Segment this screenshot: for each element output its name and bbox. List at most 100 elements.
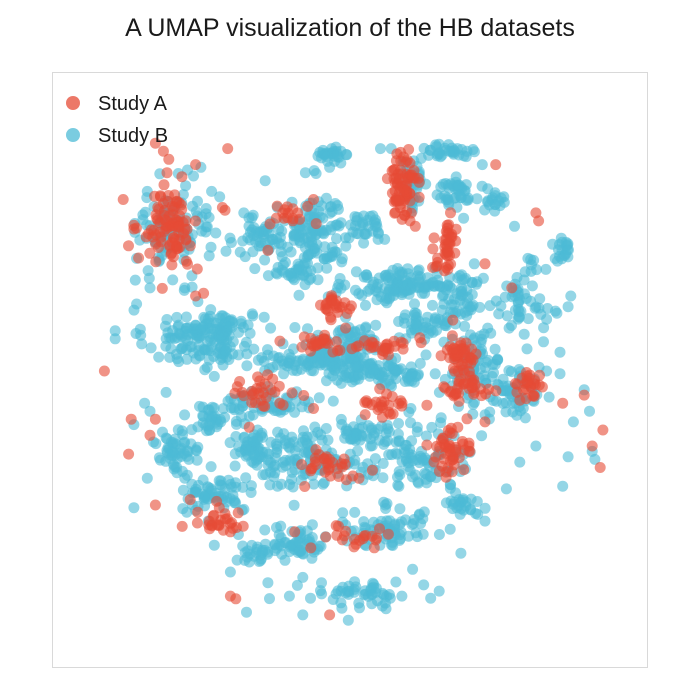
data-point-study-a (339, 297, 351, 309)
data-point-study-b (259, 254, 271, 266)
data-point-study-b (258, 311, 270, 323)
data-point-study-b (214, 312, 226, 324)
data-point-study-a (161, 167, 173, 179)
data-point-study-a (123, 240, 134, 252)
data-point-study-b (426, 277, 438, 289)
data-point-study-b (204, 418, 216, 430)
data-point-study-b (368, 578, 380, 590)
data-point-study-b (450, 171, 462, 183)
data-point-study-b (554, 368, 566, 380)
data-point-study-b (295, 363, 307, 375)
data-point-study-a (180, 255, 192, 267)
data-point-study-b (109, 333, 121, 345)
data-point-study-b (319, 241, 331, 253)
data-point-study-a (362, 339, 374, 351)
data-point-study-b (276, 251, 288, 263)
data-point-study-a (174, 210, 185, 222)
data-point-study-b (316, 577, 327, 589)
data-point-study-a (330, 520, 342, 532)
data-point-study-b (205, 322, 216, 334)
data-point-study-b (400, 439, 412, 451)
data-point-study-b (565, 290, 577, 302)
data-point-study-b (554, 346, 566, 358)
data-point-study-b (229, 460, 241, 472)
data-point-study-b (562, 451, 574, 463)
data-point-study-a (458, 464, 470, 476)
data-point-study-b (208, 370, 220, 382)
data-point-study-b (176, 343, 188, 355)
data-point-study-a (176, 520, 188, 532)
data-point-study-b (562, 301, 574, 313)
data-point-study-a (247, 387, 259, 399)
data-point-study-b (205, 241, 217, 253)
plot-panel: Study A Study B (52, 72, 648, 668)
data-point-study-a (191, 517, 203, 529)
data-point-study-b (361, 228, 372, 240)
data-point-study-a (298, 390, 310, 401)
data-point-study-b (264, 593, 275, 605)
data-point-study-b (500, 483, 512, 495)
data-point-study-b (294, 545, 306, 556)
data-point-study-a (166, 259, 178, 271)
data-point-study-b (200, 203, 212, 214)
data-point-study-b (359, 521, 371, 533)
data-point-study-a (222, 143, 234, 155)
data-point-study-b (351, 215, 363, 227)
data-point-study-b (284, 479, 295, 490)
data-point-study-b (380, 603, 392, 615)
data-point-study-b (410, 371, 422, 383)
data-point-study-a (354, 534, 366, 546)
data-point-study-a (366, 464, 378, 476)
data-point-study-b (456, 274, 468, 286)
data-point-study-a (376, 345, 388, 357)
data-point-study-b (324, 207, 336, 219)
data-point-study-b (196, 322, 208, 334)
data-point-study-b (439, 190, 451, 202)
legend: Study A Study B (66, 93, 168, 147)
data-point-study-b (177, 484, 189, 496)
data-point-study-b (369, 220, 381, 232)
data-point-study-b (231, 418, 242, 430)
data-point-study-b (197, 410, 209, 422)
data-point-study-b (312, 274, 324, 286)
data-point-study-b (490, 295, 502, 307)
data-point-study-a (479, 416, 491, 428)
data-point-study-b (334, 273, 346, 284)
data-point-study-a (374, 383, 386, 395)
data-point-study-b (478, 370, 490, 382)
data-point-study-b (305, 592, 316, 604)
data-point-study-b (360, 299, 371, 311)
data-point-study-b (513, 311, 525, 323)
data-point-study-b (340, 240, 352, 252)
data-point-study-a (98, 365, 110, 377)
data-point-study-b (162, 327, 174, 339)
data-point-study-a (296, 341, 308, 353)
data-point-study-b (247, 310, 259, 322)
data-point-study-b (136, 338, 148, 350)
data-point-study-b (541, 313, 553, 325)
data-point-study-b (567, 416, 579, 428)
data-point-study-b (179, 472, 191, 484)
data-point-study-b (435, 181, 447, 193)
data-point-study-a (413, 191, 425, 203)
data-point-study-b (331, 233, 342, 245)
data-point-study-b (239, 251, 251, 263)
data-point-study-b (396, 516, 407, 528)
data-point-study-b (169, 433, 181, 445)
data-point-study-b (180, 180, 192, 192)
data-point-study-b (262, 270, 274, 282)
data-point-study-b (414, 457, 425, 469)
data-point-study-b (482, 183, 494, 195)
data-point-study-b (538, 336, 549, 348)
data-point-study-a (377, 402, 388, 414)
data-point-study-a (428, 232, 440, 244)
data-point-study-a (133, 252, 145, 264)
data-point-study-b (229, 448, 241, 460)
data-point-study-a (530, 207, 542, 219)
data-point-study-b (221, 325, 233, 337)
data-point-study-b (433, 148, 445, 160)
data-point-study-b (353, 369, 365, 381)
data-point-study-b (128, 502, 140, 514)
data-point-study-a (190, 159, 202, 171)
data-point-study-b (354, 602, 365, 614)
